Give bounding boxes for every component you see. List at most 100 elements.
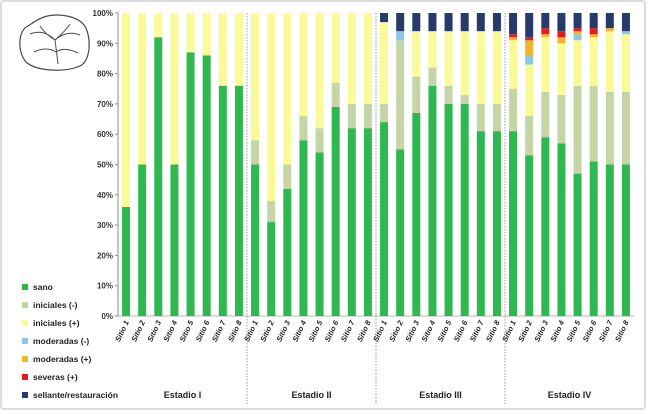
bar-segment bbox=[605, 164, 614, 316]
y-tick-label: 10% bbox=[97, 282, 113, 291]
bar-segment bbox=[557, 13, 566, 32]
bar-segment bbox=[251, 140, 260, 165]
bar-segment bbox=[492, 31, 501, 104]
bar-segment bbox=[525, 155, 534, 316]
bar-segment bbox=[621, 164, 630, 316]
bar-segment bbox=[299, 13, 308, 117]
bar-segment bbox=[380, 22, 389, 104]
bar-segment bbox=[605, 31, 614, 92]
bar-segment bbox=[621, 34, 630, 92]
legend-swatch bbox=[22, 302, 28, 308]
bar-segment bbox=[380, 103, 389, 123]
y-tick-label: 90% bbox=[97, 39, 113, 48]
bar-segment bbox=[573, 85, 582, 174]
bar-segment bbox=[476, 131, 485, 316]
bar-segment bbox=[573, 13, 582, 29]
bar-segment bbox=[589, 13, 598, 29]
bar-segment bbox=[541, 137, 550, 316]
bar-segment bbox=[509, 88, 518, 132]
bar-segment bbox=[525, 40, 534, 56]
legend-swatch bbox=[22, 320, 28, 326]
bar-segment bbox=[460, 103, 469, 317]
bar-segment bbox=[589, 85, 598, 162]
bar-segment bbox=[412, 112, 421, 317]
bar-segment bbox=[460, 94, 469, 104]
x-tick-label: Sitio 8 bbox=[613, 318, 631, 343]
bar-segment bbox=[557, 143, 566, 316]
bar-segment bbox=[476, 103, 485, 132]
bar-segment bbox=[122, 206, 131, 316]
bar-segment bbox=[202, 13, 211, 56]
bar-segment bbox=[444, 85, 453, 104]
legend-label: iniciales (+) bbox=[33, 318, 80, 328]
bar-segment bbox=[412, 13, 421, 32]
legend-item: moderadas (-) bbox=[22, 332, 118, 350]
bar-segment bbox=[509, 34, 518, 38]
bar-segment bbox=[331, 13, 340, 83]
legend-label: severas (+) bbox=[33, 372, 78, 382]
bar-segment bbox=[347, 13, 356, 104]
bar-segment bbox=[573, 40, 582, 86]
bar-segment bbox=[428, 31, 437, 68]
bar-segment bbox=[331, 106, 340, 317]
bar-segment bbox=[347, 128, 356, 316]
bar-segment bbox=[605, 13, 614, 29]
group-label: Estadio I bbox=[164, 390, 202, 400]
bar-segment bbox=[315, 152, 324, 316]
bar-segment bbox=[509, 131, 518, 316]
bar-segment bbox=[218, 13, 227, 86]
y-tick-label: 50% bbox=[97, 161, 113, 170]
bar-segment bbox=[509, 13, 518, 35]
bar-segment bbox=[476, 31, 485, 104]
bar-segment bbox=[589, 161, 598, 316]
legend-item: sano bbox=[22, 278, 118, 296]
bar-segment bbox=[428, 85, 437, 316]
bar-segment bbox=[331, 82, 340, 107]
bar-segment bbox=[170, 13, 179, 165]
tooth-fissures-icon bbox=[29, 23, 81, 65]
bar-segment bbox=[573, 31, 582, 35]
bar-segment bbox=[283, 188, 292, 316]
y-tick-label: 80% bbox=[97, 70, 113, 79]
legend-swatch bbox=[22, 338, 28, 344]
bar-segment bbox=[347, 103, 356, 129]
bar-segment bbox=[589, 28, 598, 35]
bar-segment bbox=[234, 13, 243, 86]
y-tick-label: 60% bbox=[97, 130, 113, 139]
bar-segment bbox=[541, 28, 550, 35]
legend-item: severas (+) bbox=[22, 368, 118, 386]
bar-segment bbox=[428, 67, 437, 86]
bar-segment bbox=[460, 31, 469, 95]
bar-segment bbox=[267, 222, 276, 316]
group-label: Estadio IV bbox=[548, 390, 592, 400]
bar-segment bbox=[138, 13, 147, 165]
bar-segment bbox=[251, 13, 260, 141]
bar-segment bbox=[428, 13, 437, 32]
y-tick-label: 40% bbox=[97, 191, 113, 200]
bar-segment bbox=[396, 149, 405, 316]
bar-segment bbox=[557, 31, 566, 38]
bar-segment bbox=[573, 34, 582, 41]
y-tick-label: 70% bbox=[97, 100, 113, 109]
legend-item: iniciales (-) bbox=[22, 296, 118, 314]
bar-segment bbox=[492, 131, 501, 316]
bar-segment bbox=[621, 31, 630, 35]
bar-segment bbox=[557, 37, 566, 44]
bar-segment bbox=[509, 37, 518, 41]
legend-item: moderadas (+) bbox=[22, 350, 118, 368]
bar-segment bbox=[363, 103, 372, 129]
bar-segment bbox=[525, 37, 534, 41]
bar-segment bbox=[476, 13, 485, 32]
bar-segment bbox=[283, 13, 292, 165]
bar-segment bbox=[605, 28, 614, 32]
bar-segment bbox=[621, 13, 630, 32]
legend-swatch bbox=[22, 392, 28, 398]
bar-segment bbox=[605, 91, 614, 165]
bar-segment bbox=[154, 13, 163, 38]
bar-segment bbox=[218, 85, 227, 316]
bar-segment bbox=[525, 13, 534, 38]
bar-segment bbox=[621, 91, 630, 165]
bar-segment bbox=[315, 128, 324, 153]
bar-segment bbox=[186, 13, 195, 53]
